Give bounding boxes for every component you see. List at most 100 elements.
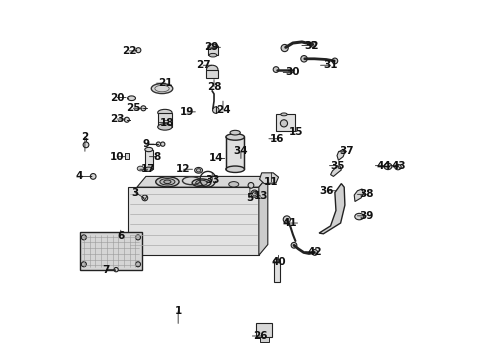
Ellipse shape [194,167,202,173]
Text: 12: 12 [176,164,190,174]
Ellipse shape [192,179,210,187]
Bar [255,323,271,337]
Circle shape [142,195,147,201]
Circle shape [331,58,337,64]
Polygon shape [353,189,363,202]
Ellipse shape [196,169,201,172]
Ellipse shape [160,179,175,185]
Text: 5: 5 [246,193,253,203]
Bar [80,232,142,270]
Text: 42: 42 [306,247,321,257]
Text: 7: 7 [102,265,110,275]
Ellipse shape [127,96,135,100]
Text: 2: 2 [81,132,88,142]
Circle shape [280,120,287,127]
Polygon shape [137,176,267,187]
Text: 43: 43 [390,161,405,171]
Text: 23: 23 [110,114,124,124]
Text: 15: 15 [289,127,303,136]
Ellipse shape [158,124,172,130]
Text: 21: 21 [158,78,172,88]
Text: 27: 27 [196,60,210,70]
Circle shape [135,262,140,267]
Text: 44: 44 [376,161,391,171]
Circle shape [141,106,145,111]
Text: 31: 31 [323,60,337,70]
Circle shape [156,142,160,146]
Bar [259,337,268,342]
Circle shape [81,262,86,267]
Circle shape [310,41,316,47]
Ellipse shape [394,165,400,170]
Text: 36: 36 [319,186,333,196]
Ellipse shape [225,166,244,172]
Circle shape [283,216,290,223]
Ellipse shape [206,65,218,74]
Ellipse shape [354,213,363,220]
Ellipse shape [225,134,244,140]
Text: 26: 26 [253,331,267,341]
Circle shape [160,142,164,146]
Text: 14: 14 [208,153,223,163]
Polygon shape [128,187,258,255]
Text: 11: 11 [264,177,278,187]
Ellipse shape [144,147,152,152]
Text: 35: 35 [330,161,344,171]
Ellipse shape [207,44,218,48]
Circle shape [81,235,86,240]
Circle shape [114,267,118,272]
Text: 32: 32 [304,41,319,50]
Text: 18: 18 [160,118,174,128]
Text: 4: 4 [76,171,83,181]
Text: 8: 8 [153,152,160,162]
Bar [225,137,244,169]
Bar [273,261,280,282]
Polygon shape [330,166,341,176]
Ellipse shape [229,130,240,135]
Bar [158,113,172,127]
Circle shape [247,183,253,188]
Text: 19: 19 [180,107,194,117]
Bar [125,153,129,159]
Text: 39: 39 [359,211,373,221]
Text: 28: 28 [206,82,221,92]
Circle shape [281,44,287,51]
Text: 20: 20 [110,93,124,103]
Text: 25: 25 [126,103,140,113]
Text: 16: 16 [269,134,284,144]
Text: 40: 40 [271,257,285,267]
Polygon shape [336,149,344,160]
Bar [206,69,218,78]
Circle shape [250,190,258,197]
Text: 29: 29 [204,42,218,52]
Circle shape [83,142,89,148]
Text: 38: 38 [359,189,373,199]
Circle shape [311,249,317,255]
Text: 1: 1 [174,306,182,316]
Text: 6: 6 [117,231,124,240]
Ellipse shape [383,163,391,170]
Ellipse shape [273,259,280,262]
Circle shape [290,242,296,248]
Bar [144,149,152,169]
Ellipse shape [144,167,152,171]
Polygon shape [259,173,278,184]
Ellipse shape [208,53,217,57]
Text: 33: 33 [204,175,219,185]
Circle shape [135,235,140,240]
Text: 34: 34 [233,146,248,156]
Circle shape [212,107,219,113]
Text: 9: 9 [142,139,149,149]
Bar [207,46,218,55]
Text: 10: 10 [110,152,124,162]
Polygon shape [258,176,267,255]
Text: 24: 24 [215,105,230,115]
Circle shape [273,67,278,72]
Text: 22: 22 [122,46,136,56]
Text: 17: 17 [140,164,155,174]
Circle shape [136,48,141,53]
Ellipse shape [155,177,179,187]
Text: 3: 3 [131,188,139,198]
Text: 13: 13 [253,191,267,201]
Ellipse shape [195,180,207,185]
